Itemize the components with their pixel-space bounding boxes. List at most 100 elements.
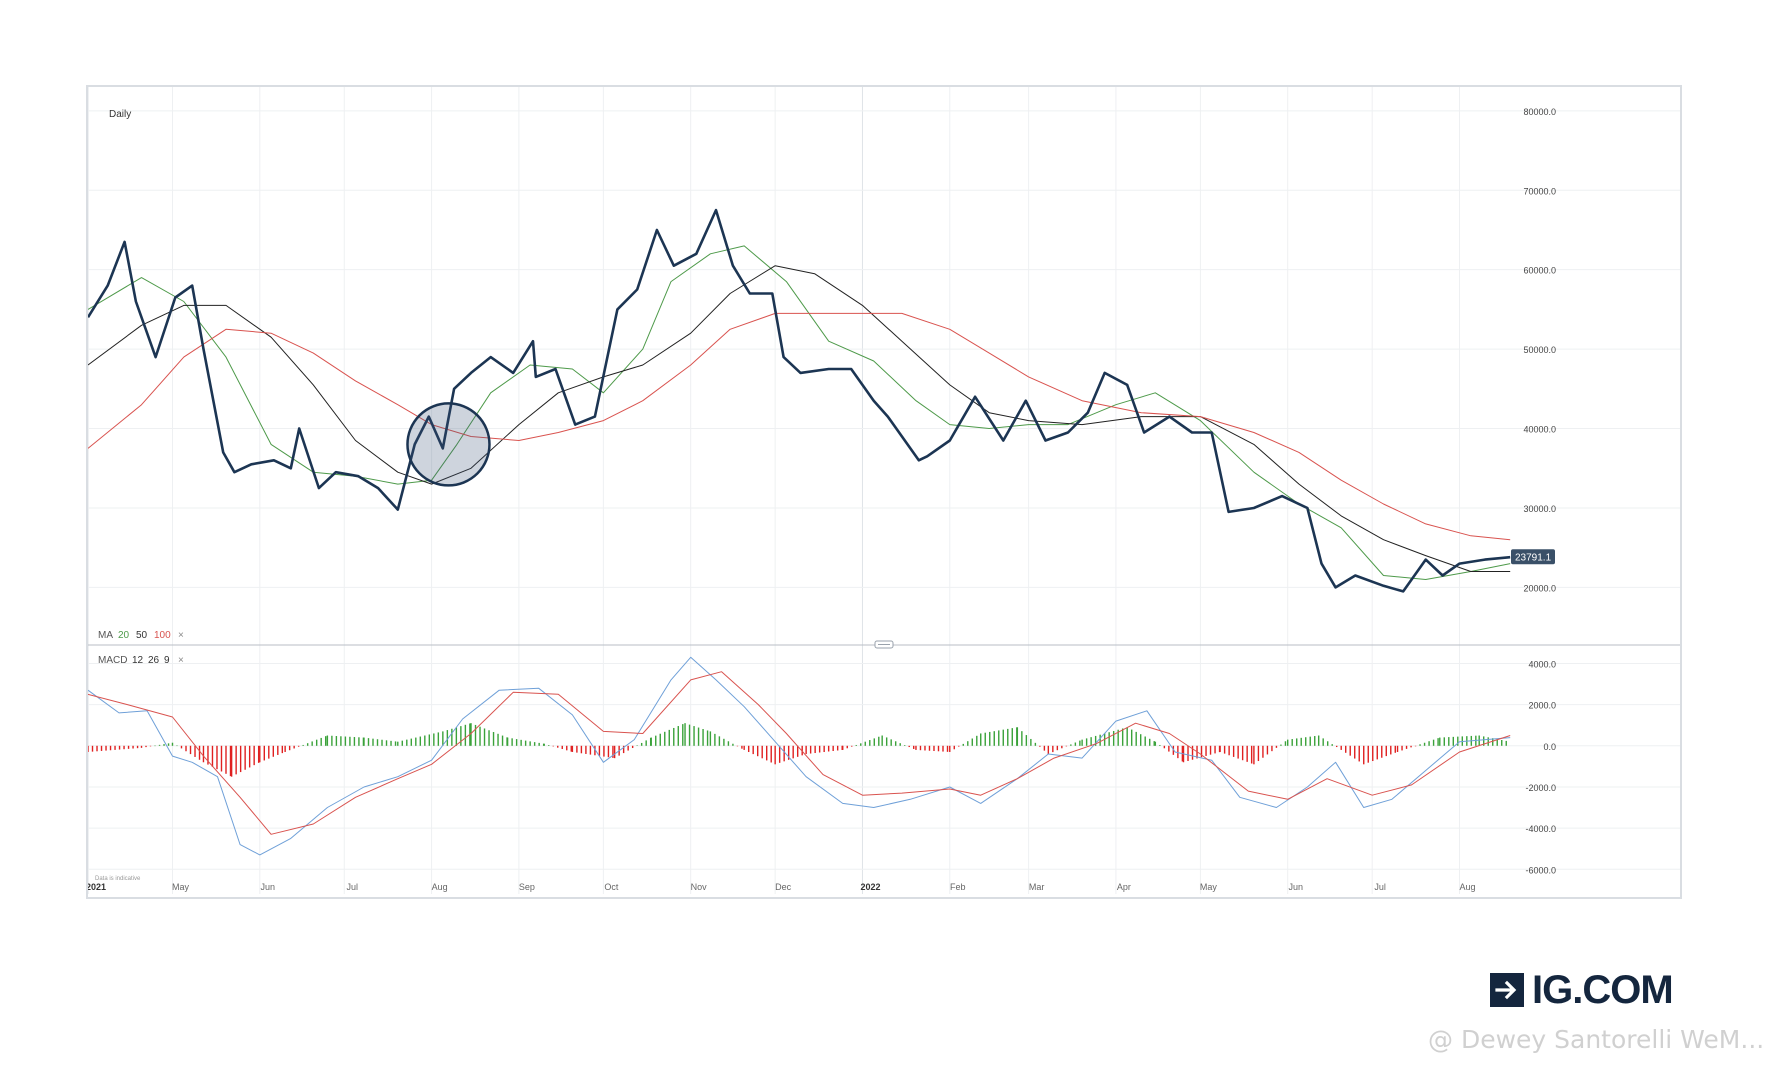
histogram-bar <box>890 739 892 746</box>
histogram-bar <box>1168 745 1170 752</box>
histogram-bar <box>1153 741 1155 746</box>
annotation-circle <box>406 402 491 487</box>
histogram-bar <box>743 745 745 750</box>
histogram-bar <box>1367 745 1369 763</box>
chart-frame: Daily 80000.0 70000.0 60000.0 50000.0 40000.… <box>86 85 1682 899</box>
y-tick-label: 60000.0 <box>1523 266 1556 276</box>
histogram-bar <box>1228 745 1230 756</box>
histogram-bar <box>1209 745 1212 755</box>
histogram-bar <box>533 742 536 746</box>
histogram-bar <box>1074 742 1077 746</box>
x-tick-label: Feb <box>950 882 966 892</box>
histogram-bar <box>268 745 270 759</box>
histogram-bar <box>998 730 1000 746</box>
x-tick-label: Jul <box>347 882 359 892</box>
histogram-bar <box>353 737 356 746</box>
histogram-bar <box>953 745 955 750</box>
histogram-bar <box>842 745 844 750</box>
histogram-bar <box>774 745 776 765</box>
histogram-bar <box>1423 742 1426 746</box>
histogram-bar <box>1126 727 1128 746</box>
macd-y-axis: 4000.0 2000.0 0.0 -2000.0 -4000.0 -6000.0 <box>1525 659 1556 875</box>
histogram-bar <box>864 741 866 746</box>
ma-legend-close-icon[interactable]: × <box>178 630 184 641</box>
histogram-bar <box>538 742 540 746</box>
histogram-bar <box>827 745 830 752</box>
histogram-bar <box>123 745 125 750</box>
histogram-bar <box>372 738 374 746</box>
histogram-bar <box>1016 727 1019 746</box>
histogram-bar <box>1394 745 1396 753</box>
histogram-bar <box>437 732 440 746</box>
macd-legend-slow: 26 <box>148 655 160 666</box>
histogram-bar <box>419 736 422 746</box>
y-tick-label: 2000.0 <box>1528 701 1556 711</box>
histogram-bar <box>1052 745 1054 753</box>
y-tick-label: -2000.0 <box>1525 783 1556 793</box>
x-tick-label: Jun <box>261 882 276 892</box>
histogram-bar <box>622 745 625 754</box>
histogram-bar <box>1144 736 1146 746</box>
histogram-bar <box>1187 745 1189 761</box>
histogram-bar <box>100 745 103 751</box>
histogram-bar <box>324 736 327 746</box>
histogram-bar <box>163 744 165 746</box>
histogram-bar <box>1483 736 1485 746</box>
histogram-bar <box>390 740 392 746</box>
histogram-bar <box>1437 738 1439 746</box>
histogram-bar <box>924 745 926 751</box>
histogram-bar <box>194 745 196 757</box>
histogram-bar <box>1390 745 1392 755</box>
histogram-bar <box>428 734 431 746</box>
histogram-bar <box>702 729 704 746</box>
histogram-bar <box>613 745 616 759</box>
histogram-bar <box>1331 744 1333 746</box>
chart-lines <box>86 208 1511 856</box>
histogram-bar <box>980 733 982 746</box>
macd-legend-close-icon[interactable]: × <box>178 655 184 666</box>
histogram-bar <box>1322 738 1324 746</box>
histogram-bar <box>1065 745 1068 747</box>
y-tick-label: 70000.0 <box>1523 186 1556 196</box>
histogram-bar <box>732 743 734 746</box>
histogram-bar <box>1241 745 1244 761</box>
histogram-bar <box>1487 737 1489 746</box>
histogram-bar <box>1501 739 1503 746</box>
histogram-bar <box>1340 745 1342 750</box>
histogram-bar <box>1457 736 1459 746</box>
histogram-bar <box>723 738 725 746</box>
histogram-bar <box>659 733 661 746</box>
histogram-bar <box>381 739 383 746</box>
histogram-bar <box>1108 732 1110 746</box>
histogram-bar <box>846 745 848 749</box>
histogram-bar <box>727 741 730 746</box>
histogram-bar <box>976 735 978 746</box>
histogram-bar <box>1372 745 1374 762</box>
histogram-bar <box>796 745 799 757</box>
y-tick-label: -6000.0 <box>1525 865 1556 875</box>
svg-text:23791.1: 23791.1 <box>1515 553 1552 564</box>
histogram-bar <box>136 745 139 749</box>
histogram-bar <box>1349 745 1351 756</box>
macd-legend-fast: 12 <box>132 655 144 666</box>
histogram-bar <box>497 733 499 746</box>
histogram-bar <box>488 730 490 746</box>
ma-legend-label: MA <box>98 630 113 641</box>
macd-legend: MACD 12 26 9 × <box>98 655 184 666</box>
histogram-bar <box>561 745 563 750</box>
histogram-bar <box>1271 745 1273 752</box>
histogram-bar <box>714 733 716 746</box>
histogram-bar <box>1099 734 1101 746</box>
watermark: @ Dewey Santorelli WeM... <box>1428 1025 1765 1054</box>
x-tick-label: 2022 <box>860 882 880 892</box>
ma-50-line <box>87 265 1511 572</box>
histogram-bar <box>394 741 397 746</box>
histogram-bar <box>415 737 417 746</box>
histogram-bar <box>576 745 578 753</box>
histogram-bar <box>239 745 242 773</box>
histogram-bar <box>1056 745 1059 751</box>
histogram-bar <box>311 741 313 746</box>
histogram-bar <box>1376 745 1378 760</box>
histogram-bar <box>1219 745 1221 752</box>
x-axis: 2021 May Jun Jul Aug Sep Oct Nov Dec 2022 Feb Mar Ap… <box>86 882 1476 892</box>
